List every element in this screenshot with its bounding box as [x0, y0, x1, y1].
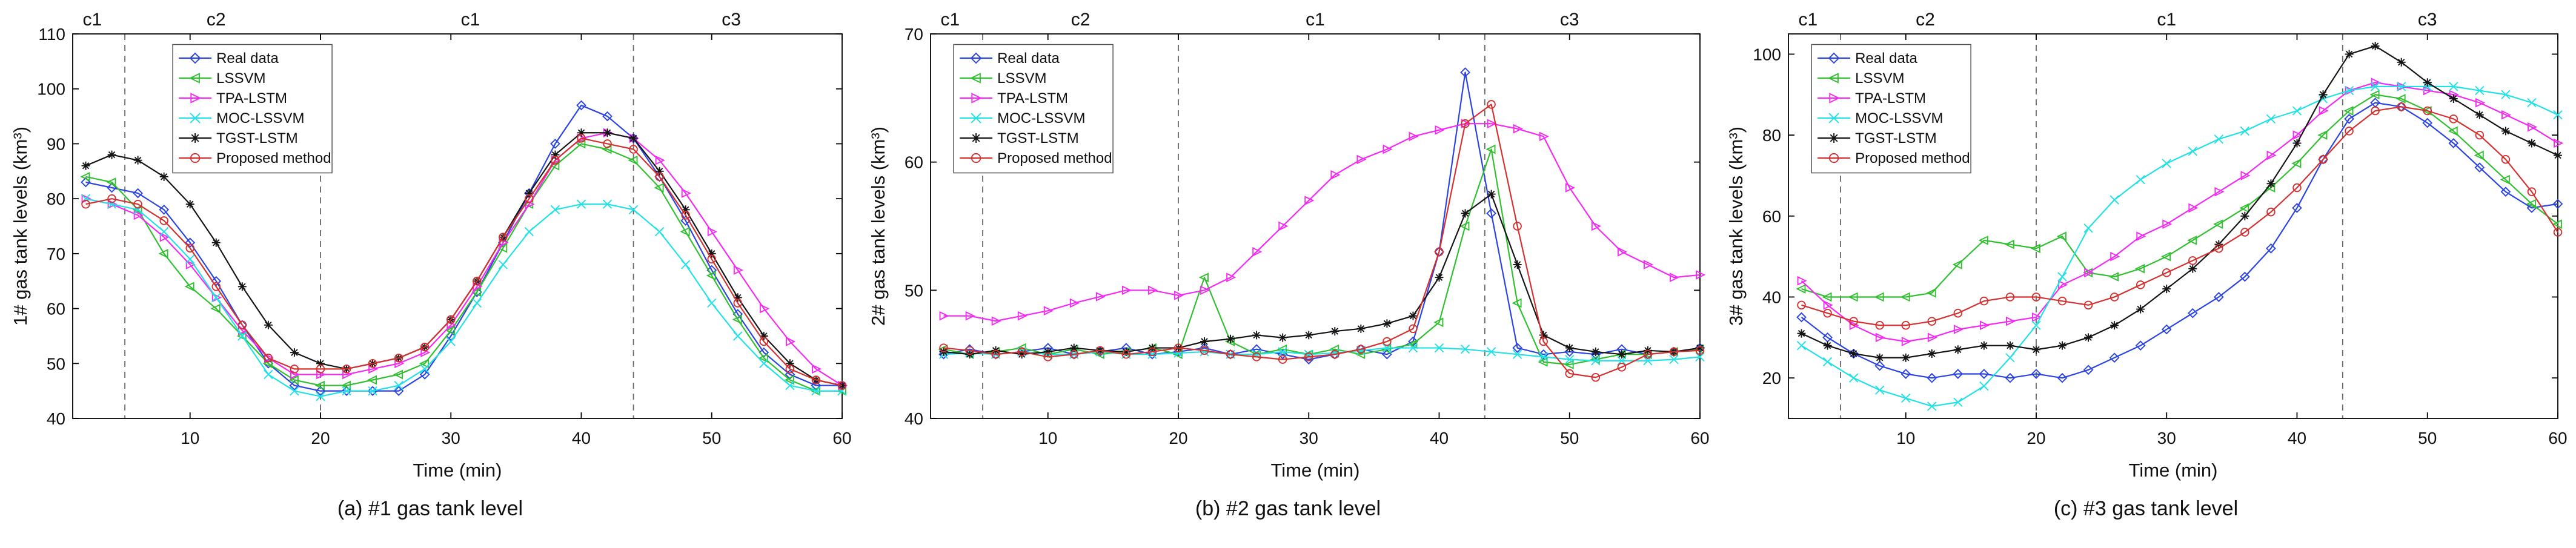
- svg-text:c2: c2: [1916, 10, 1935, 30]
- svg-text:110: 110: [38, 25, 65, 44]
- svg-text:60: 60: [2548, 429, 2567, 447]
- svg-text:c1: c1: [82, 10, 102, 30]
- svg-text:Time (min): Time (min): [1271, 460, 1360, 481]
- svg-text:TGST-LSTM: TGST-LSTM: [1855, 130, 1937, 147]
- svg-text:40: 40: [572, 429, 591, 447]
- svg-text:Time (min): Time (min): [2129, 460, 2218, 481]
- svg-text:2# gas tank levels (km³): 2# gas tank levels (km³): [868, 127, 889, 326]
- svg-text:80: 80: [1762, 126, 1781, 145]
- svg-text:20: 20: [2027, 429, 2045, 447]
- svg-text:c1: c1: [461, 10, 480, 30]
- svg-text:40: 40: [47, 409, 65, 428]
- svg-text:Proposed method: Proposed method: [216, 150, 331, 167]
- svg-text:Proposed method: Proposed method: [1855, 150, 1970, 167]
- figure: c1 c2 c1 c3 40 50 60 70 80 90 100 110 10 20 30 40 50 60 Ti…: [6, 4, 2570, 521]
- chart-caption-1: (a) #1 gas tank level: [337, 497, 523, 520]
- svg-text:Real data: Real data: [1855, 50, 1917, 67]
- svg-text:70: 70: [47, 245, 65, 263]
- svg-text:60: 60: [1762, 207, 1781, 226]
- svg-text:70: 70: [905, 25, 923, 44]
- svg-text:80: 80: [47, 190, 65, 208]
- svg-text:c1: c1: [940, 10, 960, 30]
- svg-text:MOC-LSSVM: MOC-LSSVM: [997, 110, 1085, 127]
- svg-text:TGST-LSTM: TGST-LSTM: [997, 130, 1079, 147]
- svg-text:30: 30: [442, 429, 460, 447]
- svg-text:50: 50: [2418, 429, 2437, 447]
- chart-panel-1: c1 c2 c1 c3 40 50 60 70 80 90 100 110 10 20 30 40 50 60 Ti…: [6, 4, 854, 521]
- chart-caption-3: (c) #3 gas tank level: [2053, 497, 2239, 520]
- svg-text:20: 20: [1762, 369, 1781, 388]
- svg-text:LSSVM: LSSVM: [216, 70, 265, 87]
- svg-text:10: 10: [1038, 429, 1057, 447]
- svg-text:3# gas tank levels (km³): 3# gas tank levels (km³): [1725, 127, 1747, 326]
- tank3-line-chart: c1 c2 c1 c3 20 40 60 80 100 10 20 30 40 50 60 Time (min…: [1725, 10, 2568, 481]
- svg-text:100: 100: [37, 80, 65, 99]
- svg-text:c3: c3: [722, 10, 741, 30]
- tank2-line-chart: c1 c2 c1 c3 40 50 60 70 10 20 30 40 50 60 Time (min) 2#…: [868, 10, 1710, 481]
- tank1-line-chart: c1 c2 c1 c3 40 50 60 70 80 90 100 110 10 20 30 40 50 60 Ti…: [10, 10, 852, 481]
- chart-panel-2: c1 c2 c1 c3 40 50 60 70 10 20 30 40 50 60 Time (min) 2#…: [864, 4, 1712, 521]
- svg-text:TPA-LSTM: TPA-LSTM: [1855, 90, 1926, 107]
- svg-text:60: 60: [905, 153, 923, 172]
- svg-text:50: 50: [702, 429, 721, 447]
- svg-text:Time (min): Time (min): [413, 460, 502, 481]
- chart-panel-3: c1 c2 c1 c3 20 40 60 80 100 10 20 30 40 50 60 Time (min…: [1722, 4, 2570, 521]
- svg-text:c1: c1: [1306, 10, 1325, 30]
- svg-text:30: 30: [2157, 429, 2176, 447]
- svg-text:40: 40: [2288, 429, 2306, 447]
- svg-text:c2: c2: [207, 10, 226, 30]
- svg-text:LSSVM: LSSVM: [1855, 70, 1904, 87]
- svg-text:40: 40: [1762, 288, 1781, 306]
- svg-text:1# gas tank levels (km³): 1# gas tank levels (km³): [10, 127, 31, 326]
- svg-text:c1: c1: [1798, 10, 1817, 30]
- svg-text:50: 50: [47, 354, 65, 373]
- svg-text:40: 40: [905, 409, 923, 428]
- svg-text:TPA-LSTM: TPA-LSTM: [997, 90, 1068, 107]
- svg-text:30: 30: [1300, 429, 1318, 447]
- svg-text:TPA-LSTM: TPA-LSTM: [216, 90, 287, 107]
- svg-text:c3: c3: [2418, 10, 2437, 30]
- svg-text:c1: c1: [2157, 10, 2176, 30]
- svg-text:60: 60: [47, 300, 65, 319]
- chart-caption-2: (b) #2 gas tank level: [1195, 497, 1381, 520]
- svg-text:100: 100: [1753, 45, 1781, 64]
- svg-text:MOC-LSSVM: MOC-LSSVM: [216, 110, 304, 127]
- svg-text:50: 50: [1560, 429, 1579, 447]
- svg-text:Real data: Real data: [997, 50, 1060, 67]
- svg-text:20: 20: [311, 429, 330, 447]
- svg-text:60: 60: [1690, 429, 1709, 447]
- svg-text:c3: c3: [1560, 10, 1579, 30]
- svg-text:60: 60: [832, 429, 851, 447]
- svg-text:90: 90: [47, 134, 65, 153]
- svg-text:c2: c2: [1071, 10, 1090, 30]
- svg-text:Real data: Real data: [216, 50, 279, 67]
- svg-text:10: 10: [1896, 429, 1915, 447]
- svg-text:10: 10: [181, 429, 199, 447]
- svg-text:LSSVM: LSSVM: [997, 70, 1046, 87]
- svg-text:TGST-LSTM: TGST-LSTM: [216, 130, 298, 147]
- svg-text:MOC-LSSVM: MOC-LSSVM: [1855, 110, 1943, 127]
- svg-text:Proposed method: Proposed method: [997, 150, 1112, 167]
- svg-text:40: 40: [1430, 429, 1449, 447]
- svg-text:50: 50: [905, 281, 923, 300]
- svg-text:20: 20: [1169, 429, 1187, 447]
